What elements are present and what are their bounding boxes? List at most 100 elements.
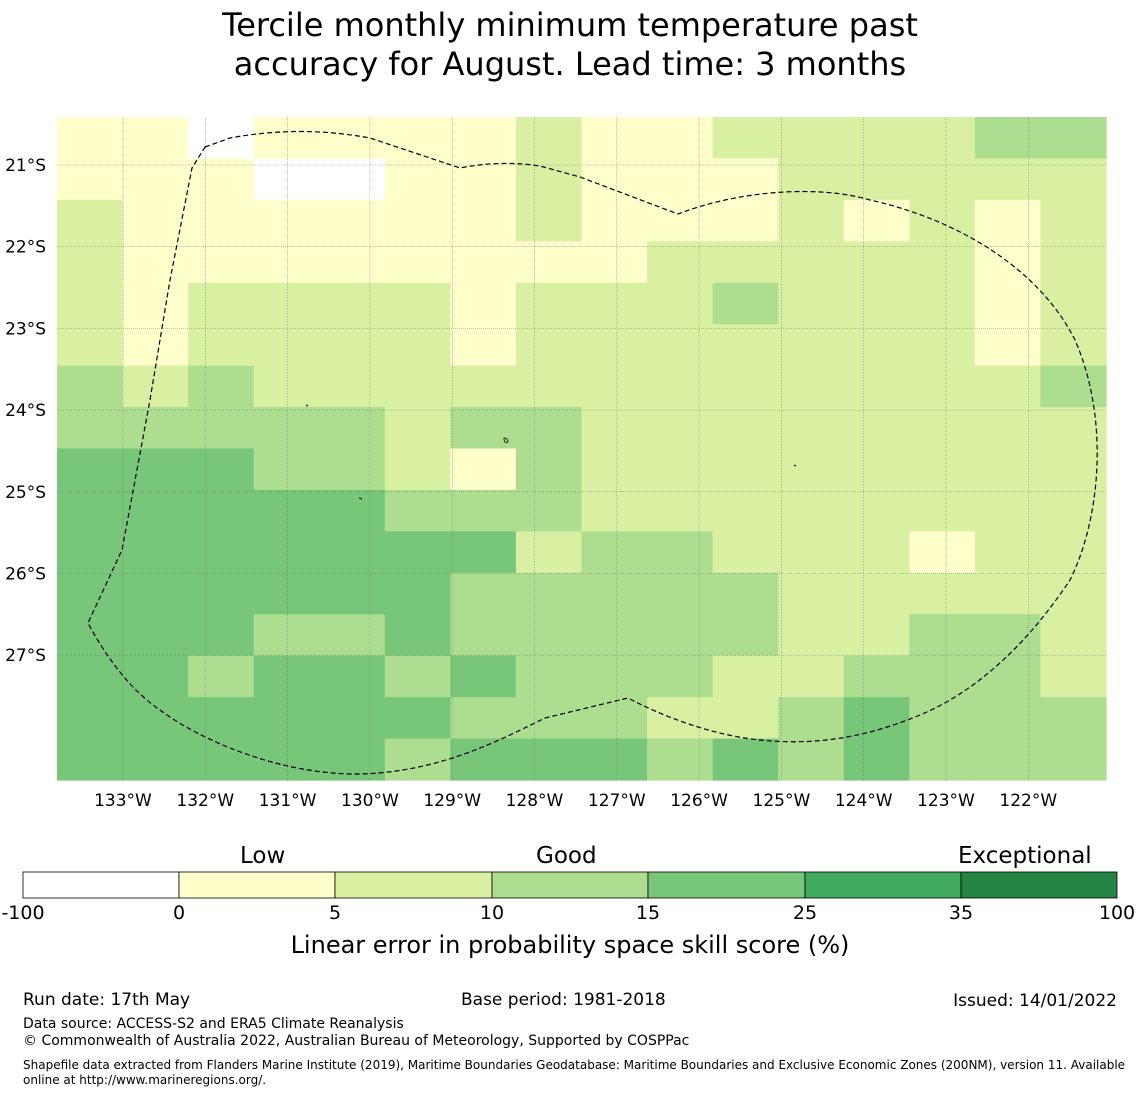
grid-cell [515,324,583,367]
grid-cell [57,158,124,201]
longitude-label: 128°W [506,791,564,811]
grid-cell [253,448,320,491]
grid-cell [1040,365,1107,408]
grid-cell [843,448,910,491]
grid-cell [843,697,910,740]
grid-cell [450,117,517,160]
grid-cell [384,614,451,657]
grid-cell [122,697,189,740]
grid-cell [974,489,1042,532]
latitude-label: 24°S [5,401,46,421]
grid-cell [1040,282,1107,325]
grid-cell [909,531,976,574]
grid-cell [319,365,386,408]
grid-cell [581,531,648,574]
colorbar-segment [647,871,806,899]
grid-cell [909,365,976,408]
grid-cell [450,158,517,201]
grid-cell [909,489,976,532]
longitude-labels: 133°W 132°W 131°W 130°W 129°W 128°W 127°W 126°W… [94,791,1057,811]
grid-cell [319,531,386,574]
grid-cell [581,158,648,201]
grid-cell [581,324,648,367]
longitude-label: 133°W [94,791,152,811]
grid-cell [319,324,386,367]
grid-cell [515,489,583,532]
grid-cell [581,407,648,450]
grid-cell [647,655,714,698]
grid-cell [57,531,124,574]
grid-cell [712,738,779,781]
grid-cell [515,199,583,242]
grid-cell [778,489,845,532]
grid-cell [1040,158,1107,201]
grid-cell [909,117,976,160]
grid-cell [909,241,976,284]
grid-cell [319,407,386,450]
longitude-label: 124°W [835,791,893,811]
grid-cell [515,531,583,574]
grid-cell [974,199,1042,242]
grid-cell [384,324,451,367]
grid-cell [647,117,714,160]
grid-cell [188,241,255,284]
grid-cell [384,282,451,325]
latitude-label: 21°S [5,156,46,176]
grid-cell [581,241,648,284]
grid-cell [57,448,124,491]
grid-cell [778,448,845,491]
island-marker [305,404,309,407]
grid-cell [974,697,1042,740]
grid-cell [515,282,583,325]
grid-cell [778,531,845,574]
grid-cell [319,572,386,615]
colorbar-tick: -100 [1,902,45,924]
grid-cell [384,241,451,284]
grid-cell [122,199,189,242]
grid-cell [1040,407,1107,450]
grid-cell [778,655,845,698]
grid-cell [974,655,1042,698]
grid-cell [909,324,976,367]
longitude-label: 132°W [176,791,234,811]
longitude-label: 129°W [423,791,481,811]
grid-cell [122,158,189,201]
grid-cell [384,655,451,698]
grid-cell [188,158,255,201]
grid-cell [57,365,124,408]
grid-cell [188,489,255,532]
grid-cell [778,158,845,201]
grid-cell [57,407,124,450]
eez-boundary [87,130,1098,775]
grid-cell [253,572,320,615]
grid-cell [515,365,583,408]
grid-cell [253,158,320,201]
grid-cell [515,572,583,615]
colorbar-segment [491,871,649,899]
grid-cell [647,448,714,491]
grid-cell [843,655,910,698]
map-figure: 133°W 132°W 131°W 130°W 129°W 128°W 127°W 126°W… [5,117,1107,811]
grid-cell [974,324,1042,367]
grid-cell [188,614,255,657]
grid-cell [778,199,845,242]
grid-cell [384,407,451,450]
grid-cell [319,655,386,698]
grid-cell [647,738,714,781]
grid-cell [581,199,648,242]
colorbar-title: Linear error in probability space skill … [290,931,850,959]
grid-cell [450,572,517,615]
grid-cell [1040,655,1107,698]
grid-cell [974,448,1042,491]
grid-cell [909,572,976,615]
title-line-1: Tercile monthly minimum temperature past [222,6,918,44]
grid-cell [253,365,320,408]
grid-cell [712,448,779,491]
grid-cell [319,158,386,201]
grid-cell [712,655,779,698]
grid-cell [384,365,451,408]
grid-cell [778,117,845,160]
grid-cell [188,697,255,740]
grid-cell [778,241,845,284]
grid-cell [581,117,648,160]
